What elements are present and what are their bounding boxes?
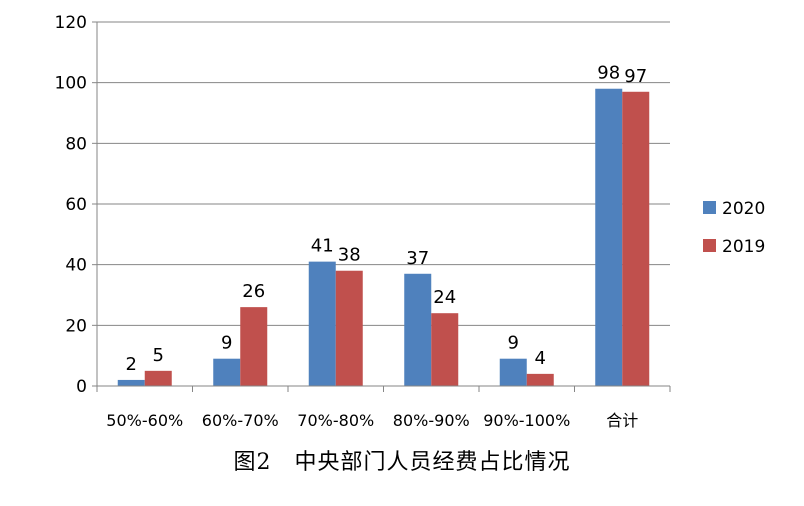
figure-caption: 图2 中央部门人员经费占比情况 bbox=[233, 450, 571, 475]
legend-swatch-2020 bbox=[703, 201, 716, 214]
data-label: 4 bbox=[535, 348, 546, 369]
bar-2019-1 bbox=[240, 307, 268, 386]
bar-2019-3 bbox=[431, 313, 459, 386]
x-category-label: 合计 bbox=[606, 411, 638, 430]
x-category-label: 50%-60% bbox=[106, 411, 183, 430]
bar-2020-0 bbox=[117, 379, 145, 386]
x-category-label: 60%-70% bbox=[202, 411, 279, 430]
y-tick-label: 80 bbox=[65, 134, 87, 154]
data-label: 2 bbox=[126, 354, 137, 375]
data-label: 24 bbox=[433, 287, 456, 308]
data-label: 97 bbox=[624, 66, 647, 87]
x-category-label: 90%-100% bbox=[483, 411, 570, 430]
bar-2020-1 bbox=[213, 358, 241, 386]
y-tick-label: 40 bbox=[65, 256, 87, 276]
bar-2020-2 bbox=[308, 261, 336, 386]
x-category-label: 80%-90% bbox=[393, 411, 470, 430]
legend-label: 2019 bbox=[722, 237, 765, 257]
bar-2019-0 bbox=[144, 370, 172, 386]
data-label: 38 bbox=[338, 245, 361, 266]
data-label: 9 bbox=[508, 333, 519, 354]
bar-2019-4 bbox=[526, 373, 554, 386]
data-label: 5 bbox=[153, 345, 164, 366]
data-label: 9 bbox=[221, 333, 232, 354]
bar-2020-5 bbox=[595, 88, 623, 386]
legend-label: 2020 bbox=[722, 199, 765, 219]
y-tick-label: 20 bbox=[65, 316, 87, 336]
data-label: 37 bbox=[406, 248, 429, 269]
bar-2019-5 bbox=[622, 91, 650, 387]
legend-swatch-2019 bbox=[703, 239, 716, 252]
bars bbox=[117, 88, 650, 387]
bar-2020-3 bbox=[404, 273, 432, 386]
bar-2020-4 bbox=[499, 358, 527, 386]
x-category-label: 70%-80% bbox=[297, 411, 374, 430]
data-label: 98 bbox=[597, 63, 620, 84]
y-tick-label: 100 bbox=[55, 74, 87, 94]
gridlines bbox=[97, 21, 670, 326]
y-tick-label: 120 bbox=[55, 13, 87, 33]
y-tick-label: 0 bbox=[76, 377, 87, 397]
y-tick-label: 60 bbox=[65, 195, 87, 215]
data-label: 41 bbox=[311, 236, 334, 257]
bar-2019-2 bbox=[335, 270, 363, 386]
data-label: 26 bbox=[242, 281, 265, 302]
x-axis: 50%-60% 60%-70% 70%-80% 80%-90% 90%-100% 合计 bbox=[96, 385, 671, 430]
y-axis-ticks: 0 20 40 60 80 100 120 bbox=[55, 13, 98, 397]
legend: 2020 2019 bbox=[703, 199, 765, 257]
